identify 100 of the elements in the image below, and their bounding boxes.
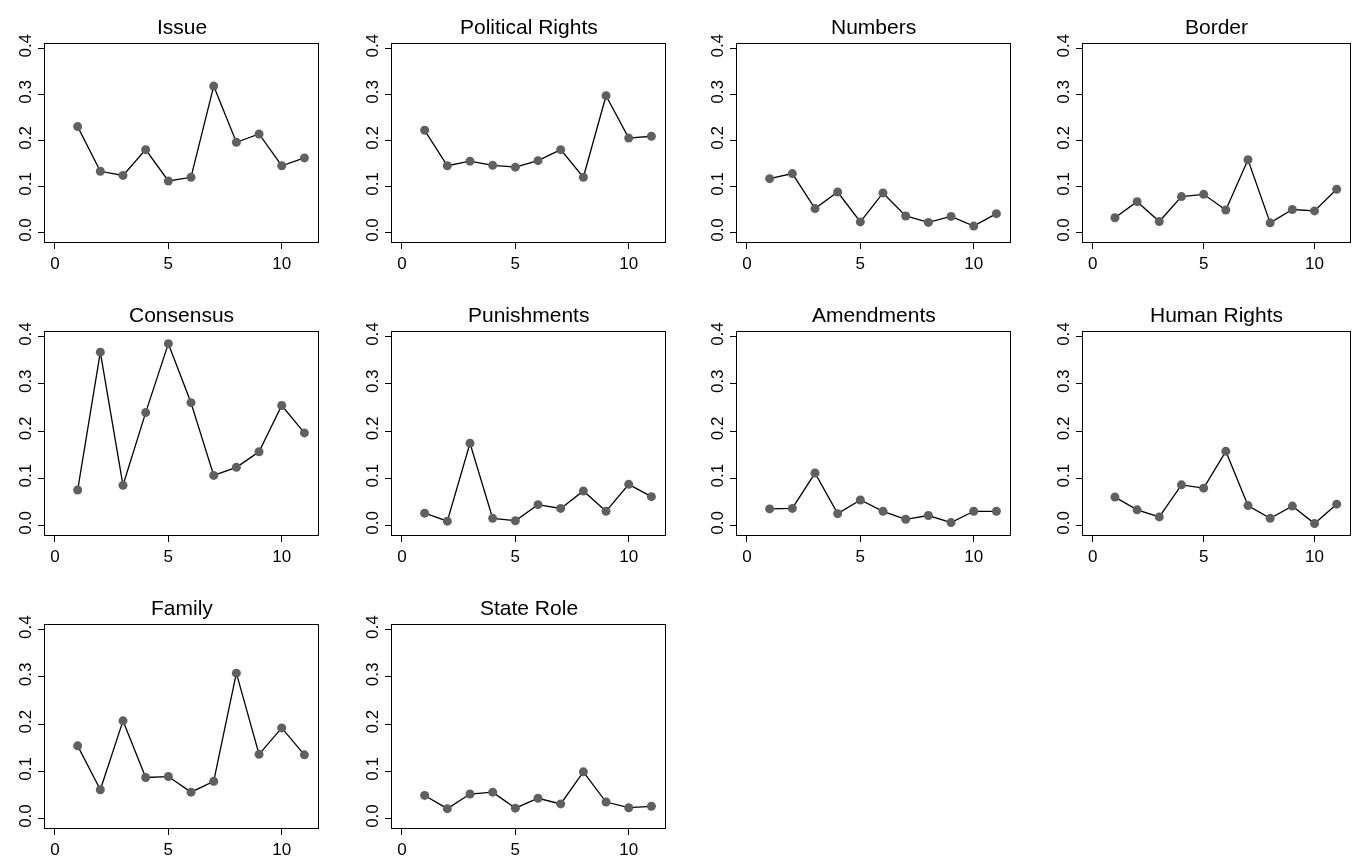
point xyxy=(163,339,173,349)
point xyxy=(1176,192,1186,202)
point xyxy=(946,518,956,528)
x-tick-label: 0 xyxy=(397,254,407,274)
x-tick-label: 5 xyxy=(163,840,174,860)
y-tick-label: 0.2 xyxy=(1054,416,1074,441)
point xyxy=(578,767,588,777)
x-tick-label: 5 xyxy=(510,547,521,567)
y-tick-label: 0.0 xyxy=(363,804,383,828)
point xyxy=(95,785,105,795)
point xyxy=(969,506,979,516)
point xyxy=(601,91,611,101)
point xyxy=(510,803,520,813)
y-tick-label: 0.4 xyxy=(1054,33,1074,58)
chart-title: Amendments xyxy=(812,303,936,326)
y-tick-label: 0.3 xyxy=(363,662,383,687)
y-tick-label: 0.4 xyxy=(16,33,36,58)
point xyxy=(442,804,452,814)
point xyxy=(1154,216,1164,226)
point xyxy=(556,503,566,513)
point xyxy=(420,125,430,135)
point xyxy=(624,803,634,813)
point xyxy=(1132,197,1142,207)
y-tick-label: 0.3 xyxy=(16,369,36,394)
y-tick-label: 0.1 xyxy=(708,172,728,196)
point xyxy=(163,772,173,782)
point xyxy=(1199,483,1209,493)
point xyxy=(95,347,105,357)
point xyxy=(1199,189,1209,199)
y-tick-label: 0.2 xyxy=(708,416,728,441)
point xyxy=(601,797,611,807)
y-tick-label: 0.2 xyxy=(363,416,383,441)
point xyxy=(488,160,498,170)
x-tick-label: 0 xyxy=(50,547,60,567)
x-tick-label: 5 xyxy=(1198,254,1209,274)
point xyxy=(73,122,83,132)
point xyxy=(420,508,430,518)
y-tick-label: 0.0 xyxy=(708,511,728,535)
point xyxy=(420,790,430,800)
x-tick-label: 0 xyxy=(742,254,752,274)
point xyxy=(1243,155,1253,165)
y-tick-label: 0.4 xyxy=(16,322,36,346)
x-tick-label: 0 xyxy=(1088,254,1098,274)
point xyxy=(765,174,775,184)
chart-title: Family xyxy=(151,596,214,619)
x-tick-label: 0 xyxy=(1088,547,1098,567)
point xyxy=(1243,501,1253,511)
point xyxy=(556,799,566,809)
point xyxy=(878,506,888,516)
point xyxy=(1287,205,1297,215)
y-tick-label: 0.3 xyxy=(363,369,383,394)
point xyxy=(442,161,452,171)
x-tick-label: 10 xyxy=(272,254,292,274)
y-tick-label: 0.3 xyxy=(16,79,36,104)
x-tick-label: 10 xyxy=(964,254,984,274)
y-tick-label: 0.1 xyxy=(16,756,36,781)
point xyxy=(254,447,264,457)
point xyxy=(601,506,611,516)
point xyxy=(787,503,797,513)
chart-title: Human Rights xyxy=(1150,303,1284,326)
x-tick-label: 5 xyxy=(1198,547,1209,567)
chart-title: Consensus xyxy=(129,303,235,326)
point xyxy=(533,500,543,510)
y-tick-label: 0.1 xyxy=(708,463,728,488)
y-tick-label: 0.3 xyxy=(16,662,36,687)
point xyxy=(186,787,196,797)
point xyxy=(1287,501,1297,511)
point xyxy=(465,438,475,448)
y-tick-label: 0.1 xyxy=(1054,172,1074,196)
point xyxy=(533,156,543,166)
point xyxy=(810,468,820,478)
point xyxy=(765,504,775,514)
chart-title: State Role xyxy=(480,596,579,619)
point xyxy=(163,176,173,186)
point xyxy=(923,511,933,521)
point xyxy=(1310,206,1320,216)
x-tick-label: 5 xyxy=(855,547,866,567)
y-tick-label: 0.3 xyxy=(1054,79,1074,104)
x-tick-label: 5 xyxy=(855,254,866,274)
point xyxy=(1110,492,1120,502)
point xyxy=(465,789,475,799)
point xyxy=(1154,512,1164,522)
y-tick-label: 0.4 xyxy=(708,33,728,58)
x-tick-label: 5 xyxy=(163,547,174,567)
y-tick-label: 0.2 xyxy=(1054,126,1074,150)
point xyxy=(231,668,241,678)
y-tick-label: 0.2 xyxy=(16,126,36,150)
point xyxy=(1110,213,1120,223)
y-tick-label: 0.1 xyxy=(363,172,383,196)
chart-title: Numbers xyxy=(831,15,917,38)
point xyxy=(141,145,151,155)
y-tick-label: 0.0 xyxy=(16,511,36,535)
x-tick-label: 5 xyxy=(510,840,521,860)
point xyxy=(488,787,498,797)
point xyxy=(277,723,287,733)
y-tick-label: 0.4 xyxy=(1054,322,1074,346)
y-tick-label: 0.1 xyxy=(363,756,383,781)
x-tick-label: 10 xyxy=(619,840,639,860)
y-tick-label: 0.0 xyxy=(16,804,36,828)
point xyxy=(277,401,287,411)
